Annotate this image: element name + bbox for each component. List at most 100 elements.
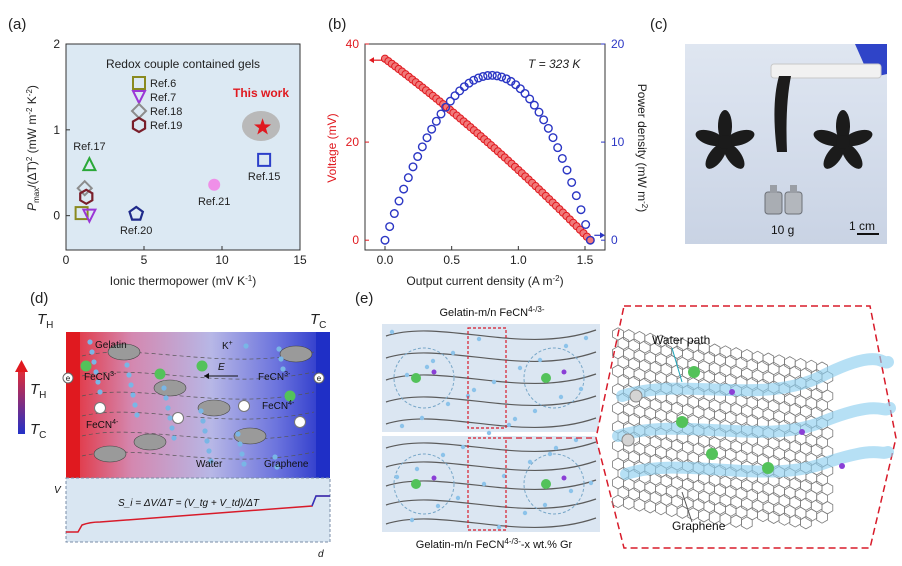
- fecn4-left-label: FeCN4-: [86, 419, 119, 431]
- water-dot: [404, 372, 410, 378]
- power-point: [427, 124, 437, 134]
- top-gel-label: Gelatin-m/n FeCN4-/3-: [439, 305, 544, 319]
- power-point: [501, 74, 511, 84]
- power-point: [417, 142, 427, 152]
- temperature-legend-arrow: [15, 360, 28, 372]
- panel-label-a: (a): [8, 16, 27, 33]
- fecn4-ion: [238, 400, 250, 412]
- water-label: Water: [196, 459, 223, 470]
- water-molecule: [239, 451, 245, 457]
- y-right-tick-label: 20: [611, 37, 625, 51]
- water-dot: [435, 503, 441, 509]
- chart-a-xlabel: Ionic thermopower (mV K-1): [110, 274, 257, 288]
- power-point: [389, 209, 399, 219]
- seebeck-equation: S_i = ΔV/ΔT = (V_tg + V_td)/ΔT: [118, 498, 260, 509]
- water-dot: [450, 350, 456, 356]
- potassium-ion: [431, 475, 437, 481]
- gel-network-e: [385, 329, 597, 530]
- electron-left-label: e: [66, 374, 71, 383]
- legend-label-ref-18: Ref.18: [150, 106, 182, 118]
- power-point: [571, 191, 581, 201]
- panel-label-c: (c): [650, 16, 668, 33]
- graphene-hexagon: [816, 510, 828, 524]
- graphene-hexagon: [719, 512, 732, 527]
- graphene-hexagon: [800, 516, 812, 530]
- gelatin-shell: [279, 345, 313, 363]
- graphene-hexagon: [698, 509, 710, 523]
- y-tick-label: 1: [53, 123, 60, 137]
- water-dot: [588, 480, 594, 486]
- water-dot: [476, 336, 482, 342]
- network-strand: [81, 411, 315, 420]
- fecn4-ion: [294, 416, 306, 428]
- cold-electrode: [316, 332, 330, 478]
- power-point: [464, 78, 474, 88]
- ion-cluster: [523, 347, 585, 409]
- water-molecule: [165, 405, 171, 411]
- water-dot: [501, 473, 507, 479]
- efield-arrowhead: [204, 373, 209, 379]
- point-ref-7: [81, 208, 98, 224]
- water-dot: [481, 481, 487, 487]
- legend-tc-label: TC: [30, 421, 46, 441]
- power-point: [529, 100, 539, 110]
- chart-b-xlabel: Output current density (A m-2): [406, 274, 563, 288]
- power-point: [394, 196, 404, 206]
- electron-right-label: e: [317, 374, 322, 383]
- power-point: [534, 107, 544, 117]
- ion-cluster: [393, 453, 455, 515]
- fecn4-right-label: FeCN4-: [262, 400, 295, 412]
- water-molecule: [200, 418, 206, 424]
- panel-label-e: (e): [355, 290, 374, 307]
- y-tick-label: 0: [53, 209, 60, 223]
- power-point: [413, 152, 423, 162]
- water-molecule: [274, 464, 280, 470]
- water-dot: [440, 452, 446, 458]
- potassium-ion-zoom: [799, 429, 805, 435]
- power-point: [543, 123, 553, 133]
- legend-marker-ref-7: [131, 90, 147, 106]
- power-point: [553, 143, 563, 153]
- water-dot: [471, 387, 477, 393]
- water-channel: [620, 446, 894, 480]
- water-molecule: [280, 366, 286, 372]
- water-dot: [399, 423, 405, 429]
- chart-a: Redox couple contained gels 0 5 10 15 0 1 2 Re…: [25, 37, 307, 288]
- potential-curve-cold: [311, 495, 330, 507]
- gelatin-shell: [133, 433, 167, 451]
- chart-a-title: Redox couple contained gels: [106, 57, 260, 71]
- graphene-hexagon: [789, 514, 802, 528]
- fecn-ion-green: [411, 373, 421, 383]
- th-label: TH: [37, 311, 53, 331]
- y-tick-label: 2: [53, 37, 60, 51]
- gelatin-chain: [385, 417, 597, 428]
- legend-label-ref-7: Ref.7: [150, 92, 176, 104]
- chart-a-plot-area: [65, 43, 301, 251]
- schematic-d: TH TC Gelatin K+ E FeCN3- FeCN3- FeCN4- …: [15, 311, 331, 560]
- power-point: [422, 133, 432, 143]
- fecn-ion-green: [541, 373, 551, 383]
- water-molecule: [128, 382, 134, 388]
- water-dot: [430, 358, 436, 364]
- water-dot: [460, 444, 466, 450]
- network-strand: [81, 391, 315, 400]
- water-channel: [612, 402, 896, 442]
- graphene-hexagon: [741, 516, 753, 530]
- point-ref-17: [81, 155, 98, 172]
- water-molecule: [198, 408, 204, 414]
- potassium-ion: [561, 475, 567, 481]
- gelatin-chain: [385, 351, 597, 362]
- x-tick-label: 1.0: [510, 253, 527, 267]
- water-molecule: [241, 461, 247, 467]
- schematic-e: Gelatin-m/n FeCN4-/3- Gelatin-m/n FeCN4-…: [382, 305, 897, 551]
- power-point: [520, 88, 530, 98]
- power-point: [497, 72, 507, 82]
- water-molecule: [278, 356, 284, 362]
- gel-network: [80, 339, 315, 470]
- chart-b-ylabel-right: Power density (mW m-2): [635, 84, 649, 212]
- top-highlight-box: [467, 327, 507, 429]
- power-point: [380, 235, 390, 245]
- y-right-tick-label: 0: [611, 233, 618, 247]
- water-molecule: [89, 349, 95, 355]
- power-point: [403, 173, 413, 183]
